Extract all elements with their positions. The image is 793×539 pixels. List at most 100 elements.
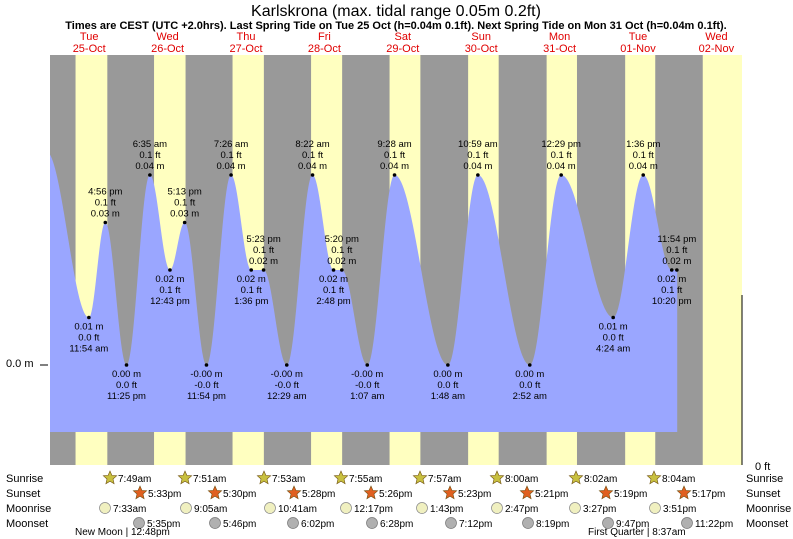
moonrise-time: 12:17pm <box>354 504 393 515</box>
extreme-point <box>559 173 563 177</box>
moonrise-time: 2:47pm <box>505 504 538 515</box>
extreme-point <box>365 363 370 367</box>
extreme-label: 4:24 am <box>596 344 630 355</box>
day-date: 25-Oct <box>73 43 106 55</box>
extreme-label: 11:25 pm <box>107 391 146 402</box>
sunset-time: 5:26pm <box>379 489 412 500</box>
sunrise-icon <box>568 470 584 485</box>
first-quarter-label: First Quarter | 8:37am <box>588 527 686 538</box>
new-moon-label: New Moon | 12:48pm <box>75 527 170 538</box>
plot-area <box>40 55 743 465</box>
extreme-label: 0.01 m <box>599 322 628 333</box>
extreme-label: 0.1 ft <box>323 285 344 296</box>
extreme-label: 12:43 pm <box>150 296 190 307</box>
extreme-label: 0.0 ft <box>437 380 458 391</box>
extreme-label: 0.02 m <box>249 256 278 267</box>
sunrise-icon <box>102 470 118 485</box>
moonrise-icon <box>416 502 428 514</box>
extreme-label: 0.04 m <box>547 161 576 172</box>
extreme-label: 1:36 pm <box>234 296 268 307</box>
sunset-icon <box>286 485 302 500</box>
extreme-label: 0.1 ft <box>174 198 195 209</box>
extreme-point <box>340 268 344 272</box>
extreme-label: 0.0 ft <box>116 380 137 391</box>
extreme-label: 0.03 m <box>170 209 199 220</box>
extreme-label: 5:13 pm <box>167 187 201 198</box>
extreme-label: 10:59 am <box>458 139 498 150</box>
extreme-point <box>103 220 108 225</box>
extreme-label: 0.02 m <box>662 256 691 267</box>
extreme-label: 0.1 ft <box>253 245 274 256</box>
extreme-label: 0.02 m <box>155 274 184 285</box>
sun-moon-rows: Sunrise Sunrise Sunset Sunset Moonrise Moonri… <box>6 470 791 538</box>
y-axis-label-ft: 0 ft <box>755 461 770 473</box>
sunset-time: 5:33pm <box>148 489 181 500</box>
moonrise-time: 3:51pm <box>663 504 696 515</box>
day-date: 27-Oct <box>229 43 262 55</box>
moonrise-time: 10:41am <box>278 504 317 515</box>
sunrise-time: 7:49am <box>118 474 151 485</box>
extreme-label: 0.04 m <box>217 161 246 172</box>
moonset-icon <box>445 517 457 529</box>
row-label-right: Moonset <box>746 518 788 530</box>
extreme-point <box>527 363 532 367</box>
sunrise-time: 8:04am <box>662 474 695 485</box>
extreme-label: 0.0 ft <box>603 333 624 344</box>
extreme-label: 4:56 pm <box>88 187 122 198</box>
sunset-time: 5:23pm <box>458 489 491 500</box>
moonrise-time: 3:27pm <box>583 504 616 515</box>
extreme-label: 0.1 ft <box>241 285 262 296</box>
extreme-label: -0.00 m <box>271 369 303 380</box>
extreme-label: 0.04 m <box>629 161 658 172</box>
moonrise-icon <box>569 502 581 514</box>
row-label-left: Moonrise <box>6 503 51 515</box>
extreme-label: 0.03 m <box>91 209 120 220</box>
extreme-point <box>124 363 129 367</box>
daylight-band <box>702 55 742 465</box>
extreme-point <box>669 268 674 272</box>
sunset-icon <box>207 485 223 500</box>
extreme-point <box>249 268 254 272</box>
moonset-time: 8:19pm <box>536 519 569 530</box>
sunset-icon <box>676 485 692 500</box>
extreme-label: 11:54 am <box>69 344 108 355</box>
extreme-label: -0.0 ft <box>194 380 219 391</box>
day-name: Tue <box>629 31 648 43</box>
day-name: Sat <box>395 31 412 43</box>
day-date: 28-Oct <box>308 43 341 55</box>
day-name: Wed <box>156 31 178 43</box>
sunset-time: 5:28pm <box>302 489 335 500</box>
row-label-left: Moonset <box>6 518 48 530</box>
extreme-point <box>148 173 152 177</box>
day-name: Mon <box>549 31 570 43</box>
extreme-label: 1:36 pm <box>626 139 660 150</box>
water-level-area <box>50 154 678 432</box>
extreme-label: 9:28 am <box>377 139 411 150</box>
moonset-time: 6:02pm <box>301 519 334 530</box>
extreme-label: 5:23 pm <box>246 234 280 245</box>
extreme-label: 0.1 ft <box>633 150 654 161</box>
extreme-label: 1:07 am <box>350 391 384 402</box>
moonrise-icon <box>99 502 111 514</box>
chart-title: Karlskrona (max. tidal range 0.05m 0.2ft… <box>251 3 541 20</box>
moonrise-icon <box>340 502 352 514</box>
extreme-point <box>641 173 646 177</box>
sunrise-icon <box>489 470 505 485</box>
day-date: 31-Oct <box>543 43 576 55</box>
extreme-label: 7:26 am <box>214 139 248 150</box>
extreme-point <box>675 268 679 272</box>
extreme-label: 0.00 m <box>112 369 141 380</box>
extreme-label: -0.0 ft <box>355 380 380 391</box>
moonset-time: 7:12pm <box>459 519 492 530</box>
extreme-label: 0.1 ft <box>666 245 687 256</box>
moonrise-icon <box>180 502 192 514</box>
extreme-label: 0.0 ft <box>78 333 99 344</box>
moonrise-icon <box>491 502 503 514</box>
sunset-time: 5:21pm <box>535 489 568 500</box>
day-name: Wed <box>705 31 727 43</box>
tide-annotations: 4:56 pm0.1 ft0.03 m6:35 am0.1 ft0.04 m5:… <box>69 139 696 402</box>
extreme-label: -0.00 m <box>190 369 222 380</box>
extreme-label: 6:35 am <box>133 139 167 150</box>
moonrise-icon <box>649 502 661 514</box>
extreme-label: 0.1 ft <box>95 198 116 209</box>
